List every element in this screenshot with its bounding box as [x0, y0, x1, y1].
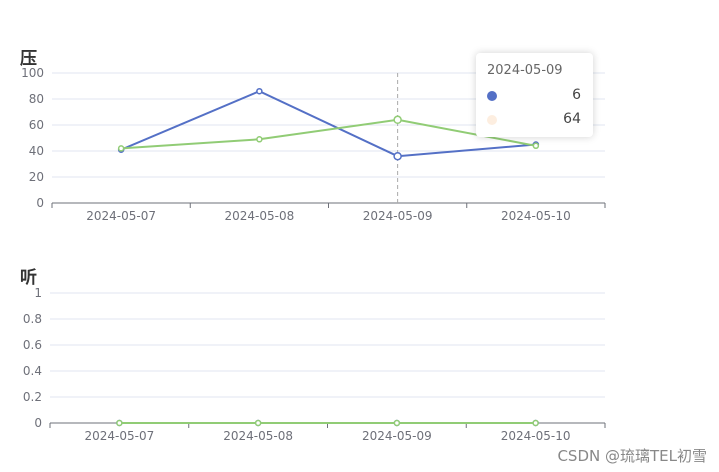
y-tick-label: 20: [29, 170, 44, 184]
x-tick-label: 2024-05-10: [501, 429, 571, 443]
data-point: [117, 145, 125, 152]
chart-title: 压: [20, 49, 37, 69]
chart-title: 听: [20, 267, 37, 288]
y-tick-label: 0.6: [23, 338, 42, 352]
y-tick-label: 100: [21, 66, 44, 80]
y-tick-label: 0.4: [23, 364, 42, 378]
x-tick-label: 2024-05-08: [225, 209, 295, 223]
x-tick-label: 2024-05-08: [223, 429, 293, 443]
tooltip-row: 64: [487, 111, 581, 129]
y-tick-label: 40: [29, 144, 44, 158]
y-tick-label: 60: [29, 118, 44, 132]
tooltip-value: 6: [572, 87, 581, 103]
tooltip-series-marker: [487, 91, 497, 101]
series-line: [120, 90, 536, 158]
tooltip-value: 64: [563, 111, 581, 127]
y-tick-label: 0: [34, 416, 42, 430]
data-point: [254, 419, 262, 427]
tooltip-row: 6: [487, 87, 581, 105]
y-tick-label: 80: [29, 92, 44, 106]
x-tick-label: 2024-05-10: [501, 209, 571, 223]
data-point: [393, 151, 402, 161]
chart-tooltip: 2024-05-09 6 64: [476, 53, 593, 137]
data-point: [532, 142, 540, 150]
watermark: CSDN @琉璃TEL初雪: [557, 447, 707, 465]
tooltip-title: 2024-05-09: [487, 63, 563, 78]
data-point: [393, 419, 401, 427]
series-line: [121, 118, 537, 150]
x-tick-label: 2024-05-09: [362, 429, 432, 443]
x-tick-label: 2024-05-07: [85, 429, 155, 443]
tooltip-series-marker: [487, 115, 497, 125]
data-point: [256, 87, 263, 95]
x-tick-label: 2024-05-07: [86, 209, 156, 223]
data-point: [116, 419, 123, 427]
y-tick-label: 0: [36, 196, 44, 210]
y-tick-label: 0.2: [23, 390, 42, 404]
data-point: [393, 115, 402, 125]
y-tick-label: 1: [34, 286, 42, 300]
data-point: [256, 136, 263, 143]
x-tick-label: 2024-05-09: [363, 209, 433, 223]
y-tick-label: 0.8: [23, 312, 42, 326]
data-point: [532, 419, 539, 427]
